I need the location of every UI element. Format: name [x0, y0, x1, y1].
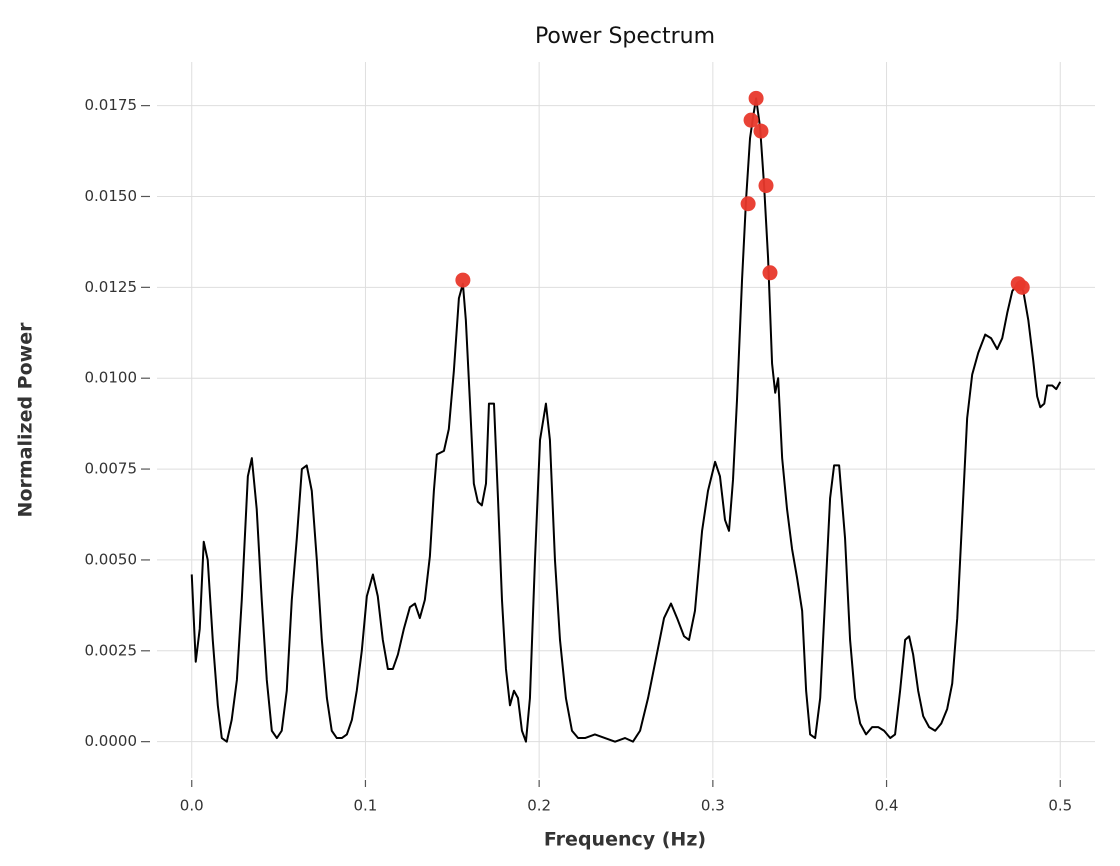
x-tick-label: 0.3 [701, 797, 725, 815]
x-tick-label: 0.2 [527, 797, 551, 815]
y-axis-label: Normalized Power [15, 322, 37, 518]
x-tick-label: 0.1 [354, 797, 378, 815]
peak-point [758, 178, 774, 194]
y-tick-label: 0.0075 [85, 460, 138, 478]
y-tick-label: 0.0025 [85, 641, 138, 659]
peak-point [748, 90, 764, 106]
x-tick-label: 0.0 [180, 797, 204, 815]
y-tick-label: 0.0125 [85, 278, 138, 296]
y-tick-label: 0.0175 [85, 96, 138, 114]
chart-title: Power Spectrum [535, 24, 715, 49]
y-tick-label: 0.0000 [85, 732, 138, 750]
x-tick-label: 0.4 [875, 797, 899, 815]
y-tick-label: 0.0150 [85, 187, 138, 205]
peak-point [1014, 279, 1030, 295]
peak-point [743, 112, 759, 128]
peak-point [455, 272, 471, 288]
x-tick-label: 0.5 [1048, 797, 1072, 815]
x-axis-label: Frequency (Hz) [544, 829, 706, 851]
peak-point [753, 123, 769, 139]
peak-point [740, 196, 756, 212]
y-tick-label: 0.0100 [85, 369, 138, 387]
peak-point [762, 265, 778, 281]
y-tick-label: 0.0050 [85, 550, 138, 568]
spectrum-line [190, 97, 1062, 743]
